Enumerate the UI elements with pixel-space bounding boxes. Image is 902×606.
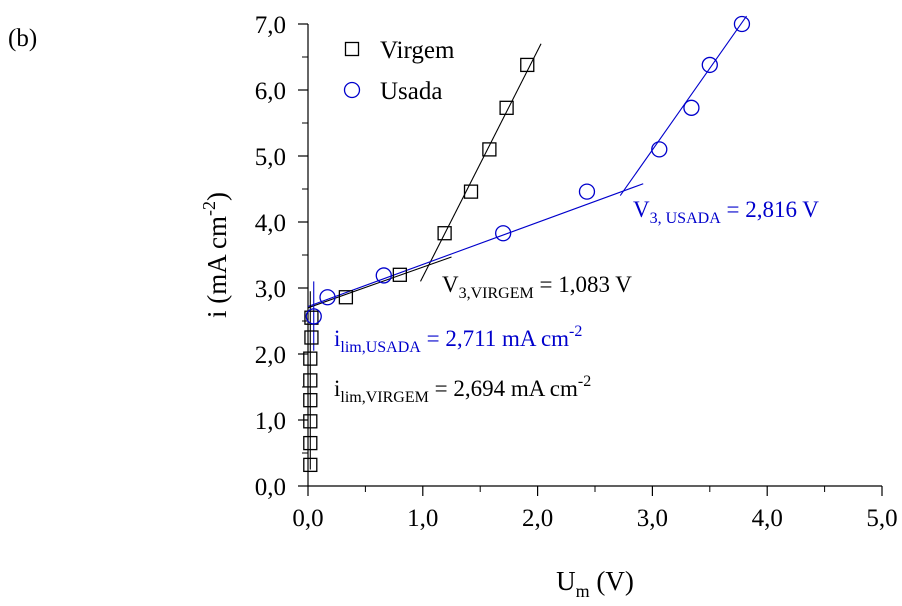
x-tick-label: 2,0 [522, 505, 553, 532]
y-tick-label: 6,0 [255, 78, 286, 105]
virgem-point [304, 310, 319, 325]
y-tick-label: 1,0 [255, 408, 286, 435]
virgem-point [482, 142, 497, 157]
x-tick-label: 5,0 [866, 505, 897, 532]
annotation: V3, USADA = 2,816 V [633, 197, 819, 227]
fit-line [619, 15, 747, 196]
usada-point [683, 99, 700, 116]
virgem-point [520, 57, 535, 73]
x-axis-title: Um (V) [556, 566, 634, 601]
legend: Virgem Usada [343, 37, 455, 105]
virgem-point [303, 457, 318, 473]
annotation: ilim,VIRGEM = 2,694 mA cm-2 [334, 373, 591, 406]
y-axis-title: i (mA cm-2) [199, 192, 232, 318]
usada-point [319, 289, 336, 306]
virgem-point [303, 393, 318, 408]
annotation: ilim,USADA = 2,711 mA cm-2 [334, 323, 582, 356]
usada-point [375, 267, 392, 284]
fit-line [420, 43, 542, 282]
x-tick-label: 3,0 [637, 505, 668, 532]
axes [298, 23, 883, 496]
virgem-point [303, 351, 318, 366]
usada-point [495, 225, 512, 242]
virgem-point [338, 290, 354, 305]
fit-line [307, 183, 644, 307]
usada-point [305, 308, 322, 325]
virgem-point [437, 226, 452, 241]
legend-label: Usada [380, 78, 442, 105]
panel-label: (b) [8, 25, 37, 52]
x-tick-label: 4,0 [752, 505, 783, 532]
virgem-point [463, 184, 479, 199]
virgem-point [303, 435, 318, 451]
legend-marker [344, 41, 360, 57]
y-tick-label: 3,0 [255, 276, 286, 303]
annotation: V3,VIRGEM = 1,083 V [442, 272, 632, 302]
y-tick-label: 0,0 [255, 474, 286, 501]
usada-point [578, 183, 596, 200]
axis-titles: Um (V) i (mA cm-2) [199, 192, 634, 601]
annotations: V3,VIRGEM = 1,083 V V3, USADA = 2,816 V il… [334, 197, 819, 406]
virgem-point [303, 414, 318, 429]
virgem-point [304, 330, 319, 345]
usada-point [651, 141, 668, 158]
y-tick-label: 4,0 [255, 210, 286, 237]
y-tick-label: 7,0 [255, 12, 286, 39]
fit-lines [307, 15, 747, 470]
usada-point [733, 15, 751, 33]
x-tick-label: 1,0 [407, 505, 438, 532]
usada-point [701, 56, 718, 74]
virgem-point [392, 267, 407, 282]
data-points [303, 15, 751, 473]
y-tick-label: 2,0 [255, 342, 286, 369]
x-tick-label: 0,0 [292, 505, 323, 532]
y-tick-label: 5,0 [255, 144, 286, 171]
tick-labels: 0,0 1,0 2,0 3,0 4,0 5,0 0,0 1,0 2,0 3,0 4,0 5,0 6,0 7… [255, 12, 898, 532]
virgem-point [499, 100, 514, 115]
legend-marker [343, 81, 361, 99]
virgem-point [303, 373, 318, 388]
legend-label: Virgem [380, 37, 455, 64]
